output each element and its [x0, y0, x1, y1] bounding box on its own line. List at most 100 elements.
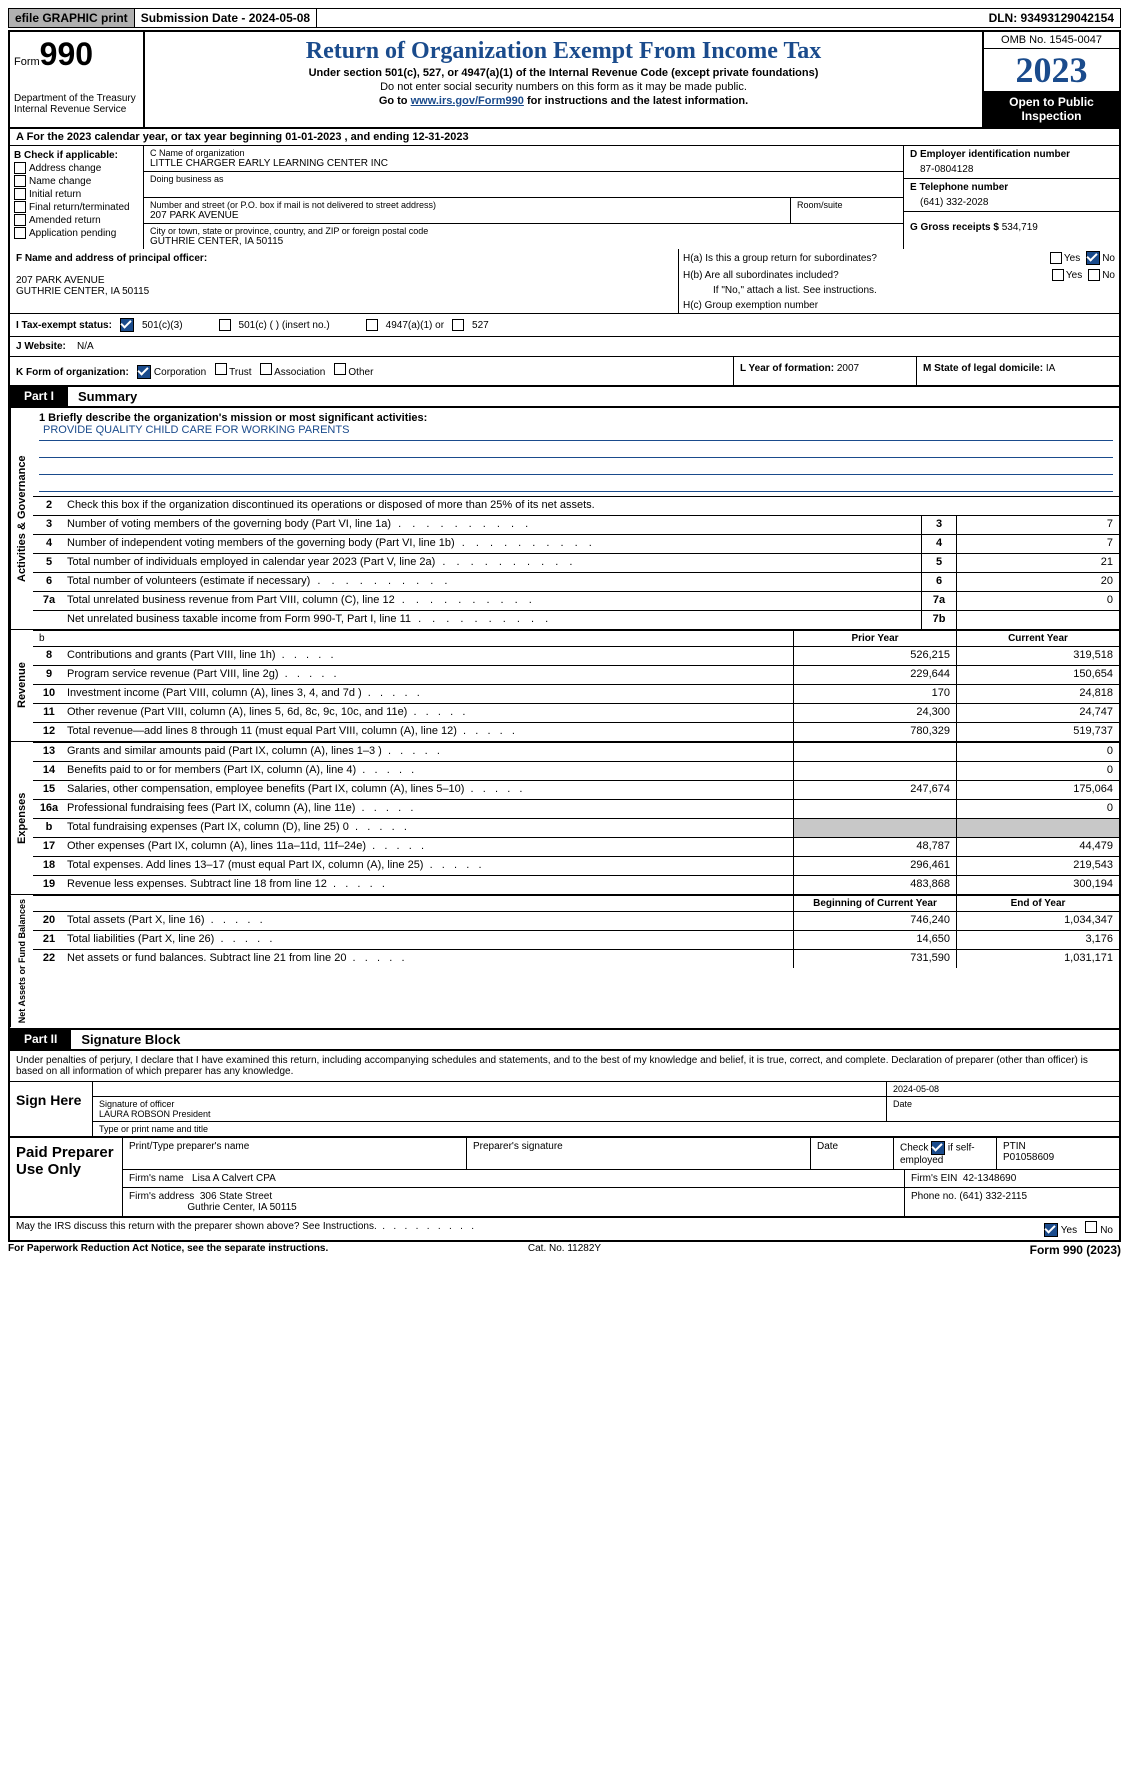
current-val: 150,654: [956, 666, 1119, 684]
checkbox-icon[interactable]: [260, 363, 272, 375]
current-val: 1,031,171: [956, 950, 1119, 968]
officer-name: LAURA ROBSON President: [99, 1109, 211, 1119]
table-row: 22Net assets or fund balances. Subtract …: [33, 949, 1119, 968]
irs-discuss-q: May the IRS discuss this return with the…: [16, 1221, 377, 1232]
checked-icon[interactable]: [120, 318, 134, 332]
line-num: 4: [33, 535, 65, 553]
paid-prep-label: Paid Preparer Use Only: [10, 1138, 123, 1216]
box-deg: D Employer identification number 87-0804…: [903, 146, 1119, 249]
checkbox-icon[interactable]: [14, 175, 26, 187]
org-address: 207 PARK AVENUE: [150, 210, 784, 221]
checkbox-icon[interactable]: [452, 319, 464, 331]
col-end: End of Year: [956, 896, 1119, 911]
hb-note: If "No," attach a list. See instructions…: [683, 285, 1115, 296]
officer-addr2: GUTHRIE CENTER, IA 50115: [16, 286, 149, 297]
chk-app-pending: Application pending: [29, 228, 116, 239]
opt-other: Other: [348, 367, 373, 378]
prior-val: 24,300: [793, 704, 956, 722]
form-org-label: K Form of organization:: [16, 367, 129, 378]
line-num: 18: [33, 857, 65, 875]
table-row: 8Contributions and grants (Part VIII, li…: [33, 646, 1119, 665]
year-formation-label: L Year of formation:: [740, 363, 834, 374]
checkbox-icon[interactable]: [1052, 269, 1064, 281]
opt-501c3: 501(c)(3): [142, 320, 183, 331]
checked-icon[interactable]: [1044, 1223, 1058, 1237]
row-j: J Website: N/A: [8, 337, 1121, 357]
year-formation: 2007: [837, 363, 859, 374]
prior-val: 746,240: [793, 912, 956, 930]
part1-header: Part I Summary: [8, 387, 1121, 408]
checkbox-icon[interactable]: [1050, 252, 1062, 264]
yes-label: Yes: [1064, 253, 1080, 264]
opt-assoc: Association: [274, 367, 325, 378]
current-val: 44,479: [956, 838, 1119, 856]
checkbox-icon[interactable]: [366, 319, 378, 331]
line7b-desc: Net unrelated business taxable income fr…: [65, 611, 921, 629]
sign-here-label: Sign Here: [10, 1082, 93, 1136]
table-row: 9Program service revenue (Part VIII, lin…: [33, 665, 1119, 684]
checkbox-icon[interactable]: [215, 363, 227, 375]
line-ref: 3: [921, 516, 956, 534]
line4-desc: Number of independent voting members of …: [65, 535, 921, 553]
table-row: 12Total revenue—add lines 8 through 11 (…: [33, 722, 1119, 741]
current-val: 0: [956, 762, 1119, 780]
top-bar: efile GRAPHIC print Submission Date - 20…: [8, 8, 1121, 28]
line-desc: Benefits paid to or for members (Part IX…: [65, 762, 793, 780]
irs-link[interactable]: www.irs.gov/Form990: [411, 95, 524, 107]
summary-table: Activities & Governance 1 Briefly descri…: [8, 408, 1121, 1029]
hdr-spacer: [33, 896, 793, 911]
no-label: No: [1100, 1225, 1113, 1236]
line-num: 9: [33, 666, 65, 684]
line-num: 6: [33, 573, 65, 591]
checkbox-icon[interactable]: [14, 214, 26, 226]
checkbox-icon[interactable]: [219, 319, 231, 331]
line-ref: 4: [921, 535, 956, 553]
prior-val: 170: [793, 685, 956, 703]
line-num: 13: [33, 743, 65, 761]
header-mid: Return of Organization Exempt From Incom…: [145, 32, 982, 127]
checkbox-icon[interactable]: [1088, 269, 1100, 281]
dln-label: DLN: 93493129042154: [983, 9, 1120, 27]
line-desc: Total assets (Part X, line 16) . . . . .: [65, 912, 793, 930]
checkbox-icon[interactable]: [14, 201, 26, 213]
checked-icon[interactable]: [137, 365, 151, 379]
line-ref: 5: [921, 554, 956, 572]
mission-blank: [39, 475, 1113, 492]
opt-trust: Trust: [229, 367, 251, 378]
current-val: 319,518: [956, 647, 1119, 665]
line-desc: Other expenses (Part IX, column (A), lin…: [65, 838, 793, 856]
vlabel-netassets: Net Assets or Fund Balances: [10, 895, 33, 1027]
current-val: 1,034,347: [956, 912, 1119, 930]
opt-corp: Corporation: [154, 367, 206, 378]
checkbox-icon[interactable]: [14, 188, 26, 200]
checked-icon[interactable]: [1086, 251, 1100, 265]
sign-here-block: Sign Here 2024-05-08 Signature of office…: [8, 1081, 1121, 1138]
type-name-label: Type or print name and title: [93, 1122, 1119, 1136]
city-label: City or town, state or province, country…: [150, 226, 897, 236]
line-num: 5: [33, 554, 65, 572]
pra-notice: For Paperwork Reduction Act Notice, see …: [8, 1243, 379, 1257]
org-city: GUTHRIE CENTER, IA 50115: [150, 236, 897, 247]
checkbox-icon[interactable]: [14, 162, 26, 174]
prep-date-hdr: Date: [811, 1138, 894, 1169]
prior-val: 526,215: [793, 647, 956, 665]
current-val: 24,747: [956, 704, 1119, 722]
table-row: 17Other expenses (Part IX, column (A), l…: [33, 837, 1119, 856]
cat-no: Cat. No. 11282Y: [379, 1243, 750, 1257]
hb-label: H(b) Are all subordinates included?: [683, 270, 1046, 281]
org-name: LITTLE CHARGER EARLY LEARNING CENTER INC: [150, 158, 897, 169]
line-desc: Total liabilities (Part X, line 26) . . …: [65, 931, 793, 949]
phone-label: E Telephone number: [910, 182, 1113, 193]
checkbox-icon[interactable]: [334, 363, 346, 375]
checked-icon[interactable]: [931, 1141, 945, 1155]
current-val: 219,543: [956, 857, 1119, 875]
checkbox-icon[interactable]: [1085, 1221, 1097, 1233]
row-a-taxyear: A For the 2023 calendar year, or tax yea…: [8, 129, 1121, 146]
irs-discuss-row: May the IRS discuss this return with the…: [8, 1218, 1121, 1242]
line-desc: Total revenue—add lines 8 through 11 (mu…: [65, 723, 793, 741]
checkbox-icon[interactable]: [14, 227, 26, 239]
table-row: 10Investment income (Part VIII, column (…: [33, 684, 1119, 703]
line-num: 15: [33, 781, 65, 799]
line6-val: 20: [956, 573, 1119, 591]
prior-val: 780,329: [793, 723, 956, 741]
